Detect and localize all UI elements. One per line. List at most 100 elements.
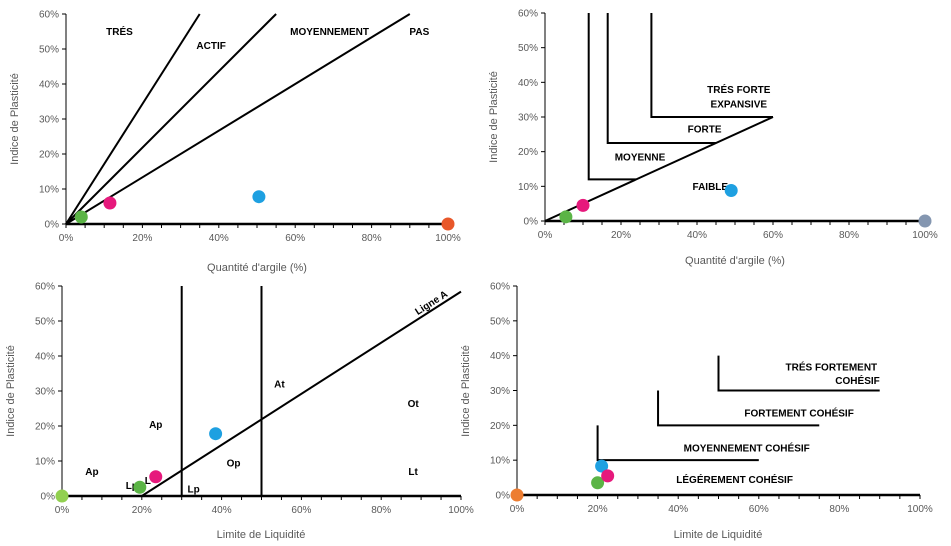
data-point [576,198,590,212]
y-tick-label: 20% [35,422,55,433]
y-tick-label: 60% [490,282,510,293]
y-tick-label: 50% [39,45,59,56]
y-tick-label: 10% [518,182,538,193]
x-tick-label: 0% [59,233,74,244]
y-tick-label: 0% [41,492,56,503]
y-tick-label: 30% [39,115,59,126]
zone-label: COHÉSIF [835,374,879,387]
zone-label: Ap [149,420,162,431]
data-point [724,183,738,197]
data-point [510,488,524,502]
x-tick-label: 40% [668,504,688,515]
zone-label: Lp [188,485,200,496]
zone-label: Lp [126,481,138,492]
x-tick-label: 0% [510,504,525,515]
y-axis-title: Indice de Plasticité [5,345,17,437]
y-axis-title: Indice de Plasticité [460,345,472,437]
zone-label: FORTEMENT COHÉSIF [744,407,853,420]
zone-label: EXPANSIVE [711,99,768,110]
zone-label: TRÉS FORTE [707,83,771,96]
y-tick-label: 60% [35,282,55,293]
y-tick-label: 50% [490,316,510,327]
zone-label: Op [227,458,241,469]
x-tick-label: 60% [763,230,783,241]
zone-label: MOYENNE [615,152,666,163]
x-tick-label: 100% [912,230,938,241]
data-point [918,214,932,228]
zone-label: L [145,476,151,487]
chart-panel-3: 0% 10% 20% 30% 40% 50% 60% 0% 20% 40% 60% 80% 100% Li… [5,282,474,542]
y-tick-label: 30% [35,387,55,398]
zone-label: MOYENNEMENT [290,27,369,38]
y-tick-label: 30% [518,113,538,124]
zone-boundary-line [650,13,773,118]
data-point [601,469,615,483]
x-tick-label: 100% [448,505,474,516]
y-tick-label: 0% [524,217,539,228]
x-tick-label: 80% [839,230,859,241]
x-tick-label: 0% [55,505,70,516]
y-tick-label: 60% [39,10,59,21]
data-point [74,210,88,224]
x-tick-label: 20% [588,504,608,515]
data-point [55,489,69,503]
y-tick-label: 20% [39,150,59,161]
zone-label: Ot [408,399,420,410]
y-tick-label: 20% [490,421,510,432]
zone-label: Ap [85,467,98,478]
x-tick-label: 60% [285,233,305,244]
x-tick-label: 40% [209,233,229,244]
data-point [559,210,573,224]
zone-boundary-line [596,425,759,462]
zone-boundary-line [587,13,637,181]
x-tick-label: 40% [687,230,707,241]
data-point [209,427,223,441]
zone-label: LÉGÉREMENT COHÉSIF [676,473,793,486]
y-tick-label: 40% [35,352,55,363]
zone-label: At [274,380,285,391]
x-tick-label: 60% [749,504,769,515]
data-point [591,476,605,490]
x-tick-label: 20% [611,230,631,241]
x-tick-label: 100% [435,233,461,244]
x-tick-label: 80% [371,505,391,516]
y-tick-label: 60% [518,9,538,20]
zone-boundary-line [717,355,880,392]
zone-label: FAIBLE [693,182,729,193]
x-axis-title: Limite de Liquidité [674,529,763,541]
x-tick-label: 40% [212,505,232,516]
y-tick-label: 20% [518,147,538,158]
x-tick-label: 20% [132,233,152,244]
y-tick-label: 40% [518,78,538,89]
ligne-a-label: Ligne A [413,289,449,318]
zone-label: TRÉS FORTEMENT [786,360,878,373]
y-tick-label: 0% [496,491,511,502]
y-tick-label: 10% [35,457,55,468]
x-tick-label: 20% [132,505,152,516]
x-tick-label: 100% [907,504,933,515]
zone-label: TRÉS [106,25,133,38]
zone-label: Lt [408,467,418,478]
y-tick-label: 30% [490,386,510,397]
y-tick-label: 40% [490,351,510,362]
zone-label: FORTE [688,125,722,136]
data-point [133,480,147,494]
y-tick-label: 50% [35,317,55,328]
data-point [441,217,455,231]
x-axis-title: Quantité d'argile (%) [685,255,785,267]
zone-boundary-line [141,290,462,497]
zone-label: MOYENNEMENT COHÉSIF [684,441,810,454]
y-axis-title: Indice de Plasticité [9,73,21,165]
y-axis-title: Indice de Plasticité [488,71,500,163]
x-tick-label: 60% [291,505,311,516]
chart-panel-2: 0% 10% 20% 30% 40% 50% 60% 0% 20% 40% 60% 80% 100% Qu… [488,9,938,268]
zone-boundary-line [65,13,411,225]
y-tick-label: 10% [490,456,510,467]
y-tick-label: 40% [39,80,59,91]
chart-panel-1: 0% 10% 20% 30% 40% 50% 60% 0% 20% 40% 60% 80% 100% Qu… [9,10,461,275]
zone-boundary-line [606,13,716,144]
x-tick-label: 80% [362,233,382,244]
zone-boundary-line [65,13,277,225]
x-axis-title: Quantité d'argile (%) [207,262,307,274]
